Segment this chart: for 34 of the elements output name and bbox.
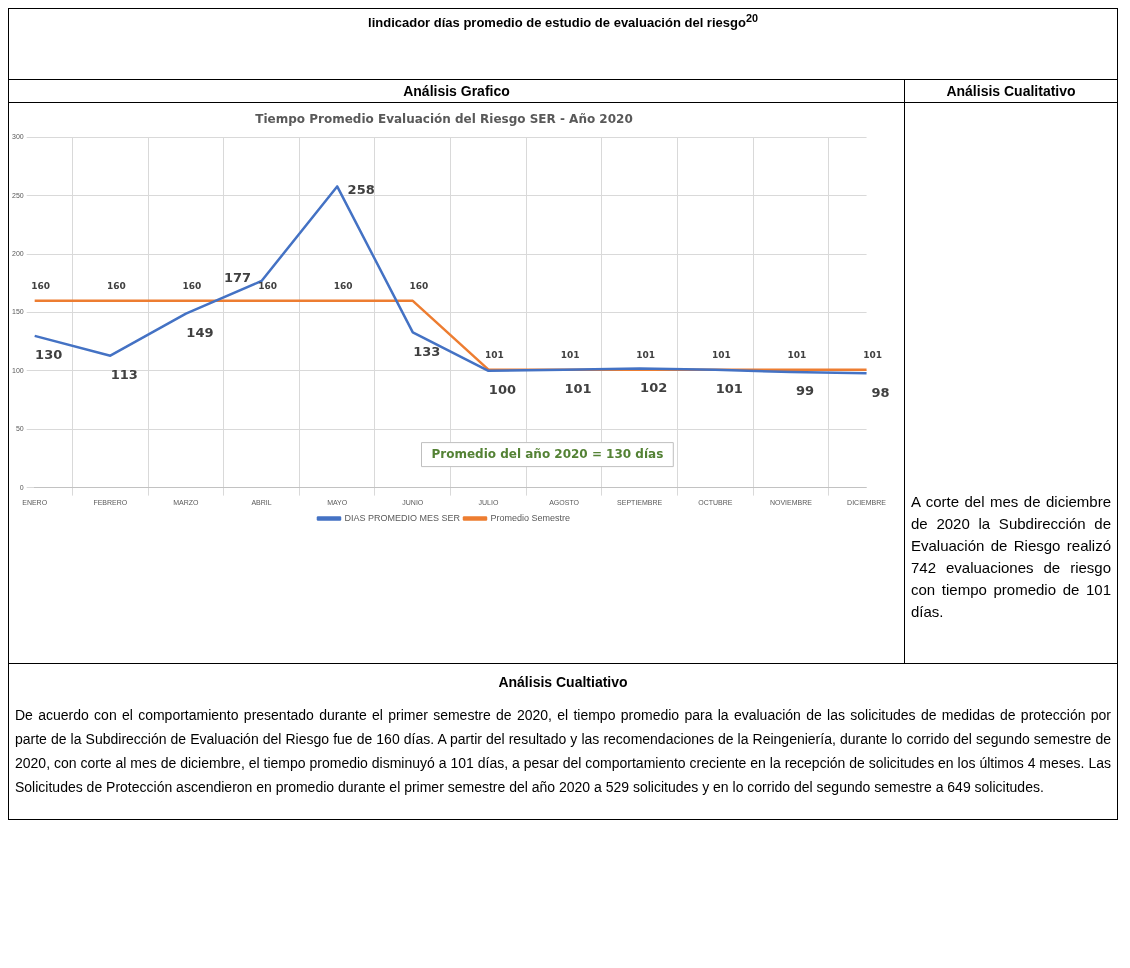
text: lindicador días promedio de estudio de evaluación del riesgo$^{20}$	[8, 8, 1118, 80]
data-label: 160	[258, 281, 277, 292]
data-label: 101	[863, 350, 882, 361]
data-label: 101	[564, 381, 592, 397]
data-label: 101	[560, 350, 580, 361]
data-label: 100	[488, 382, 516, 398]
data-label: 160	[333, 281, 353, 292]
text: Análisis Cualitativo	[904, 79, 1118, 103]
text: Análisis Cualtiativo	[8, 663, 1118, 700]
data-label: 160	[182, 281, 202, 292]
data-label: 98	[871, 384, 890, 400]
legend-label: Promedio Semestre	[490, 512, 571, 523]
data-label: 101	[787, 350, 807, 361]
data-label: 101	[485, 350, 504, 361]
text: Análisis Grafico	[8, 79, 905, 103]
chart-title: Tiempo Promedio Evaluación del Riesgo SER - Año 2020	[255, 112, 633, 127]
legend-label: DIAS PROMEDIO MES SER	[344, 512, 461, 523]
data-label: 177	[223, 270, 252, 286]
data-label: 130	[35, 347, 63, 363]
text: De acuerdo con el comportamiento presentado durante el primer semestre de 2020, el tiempo promedio para la evaluación de las solicitudes de medidas de protección por parte de la Subdirección de Evaluación del Riesgo fue de 160 días. A partir del resultado y las recomendaciones de la Reingeniería, durante lo corrido del segundo semestre de 2020, con corte al mes de diciembre, el tiempo promedio disminuyó a 101 días, a pesar del comportamiento creciente en la recepción de solicitudes en los últimos 4 meses. Las Solicitudes de Protección ascendieron en promedio durante el primer semestre del año 2020 a 529 solicitudes y en lo corrido del segundo semestre a 649 solicitudes.	[8, 700, 1118, 820]
data-label: 160	[31, 281, 51, 292]
data-label: 102	[640, 379, 668, 395]
data-label: 101	[636, 350, 656, 361]
annotation: Promedio del año 2020 = 130 días	[431, 446, 664, 461]
data-label: 149	[186, 325, 214, 341]
data-label: 133	[413, 343, 441, 359]
data-label: 101	[711, 350, 731, 361]
data-label: 113	[110, 367, 138, 383]
data-label: 160	[409, 281, 429, 292]
data-label: 258	[347, 181, 375, 197]
data-label: 101	[715, 381, 743, 397]
data-label: 160	[106, 281, 126, 292]
text: A corte del mes de diciembre de 2020 la Subdirección de Evaluación de Riesgo realizó 742 evaluaciones de riesgo con tiempo promedio de 101 días.	[904, 102, 1118, 664]
data-label: 99	[795, 383, 814, 399]
